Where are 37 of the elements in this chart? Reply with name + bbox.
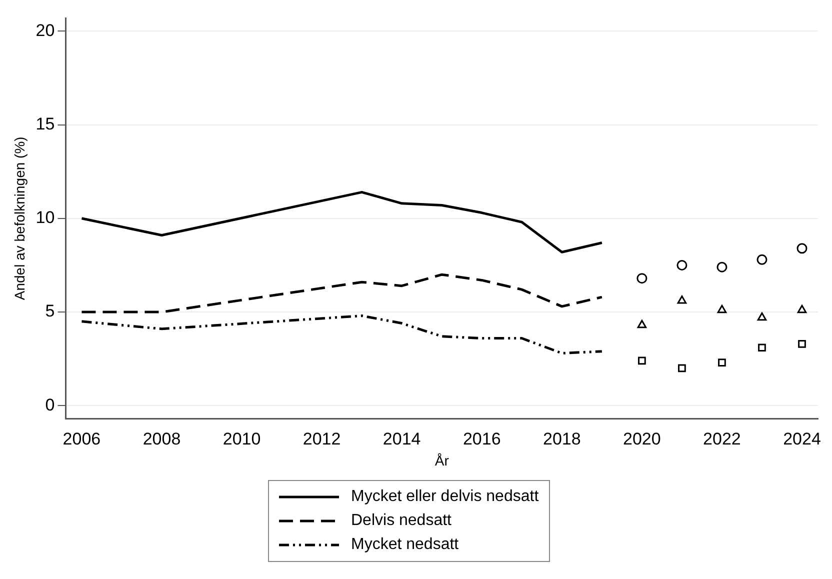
y-tick-label: 5	[45, 302, 55, 321]
x-tick-label: 2024	[783, 430, 821, 449]
x-tick-label: 2006	[62, 430, 101, 449]
point	[757, 312, 767, 321]
y-axis-title: Andel av befolkningen (%)	[11, 136, 28, 300]
point	[797, 304, 807, 314]
point	[637, 320, 647, 328]
x-tick-label: 2010	[222, 430, 261, 449]
legend-label: Mycket eller delvis nedsatt	[351, 488, 539, 506]
x-tick-label: 2014	[382, 430, 421, 449]
point	[716, 262, 728, 272]
x-tick-label: 2018	[542, 430, 581, 449]
point	[796, 243, 808, 254]
y-tick-label: 0	[45, 395, 55, 414]
point	[718, 358, 726, 367]
x-tick-label: 2008	[142, 430, 181, 449]
x-tick-label: 2022	[703, 430, 741, 449]
x-tick-label: 2020	[623, 430, 661, 449]
point	[676, 260, 688, 270]
line-series	[80, 273, 604, 314]
x-tick-label: 2012	[302, 430, 341, 449]
point	[678, 364, 686, 372]
point	[638, 356, 646, 365]
point	[677, 296, 687, 304]
y-tick-label: 20	[36, 20, 55, 40]
legend-label: Mycket nedsatt	[351, 536, 459, 554]
point	[798, 340, 806, 348]
point	[636, 273, 648, 284]
point	[758, 344, 766, 352]
y-tick-label: 10	[36, 208, 55, 228]
legend-label: Delvis nedsatt	[351, 512, 452, 530]
x-tick-label: 2016	[462, 430, 501, 449]
point	[756, 254, 768, 265]
y-tick-label: 15	[36, 114, 55, 134]
point	[717, 304, 727, 314]
line-series	[80, 314, 604, 354]
x-axis-title: År	[434, 452, 450, 468]
